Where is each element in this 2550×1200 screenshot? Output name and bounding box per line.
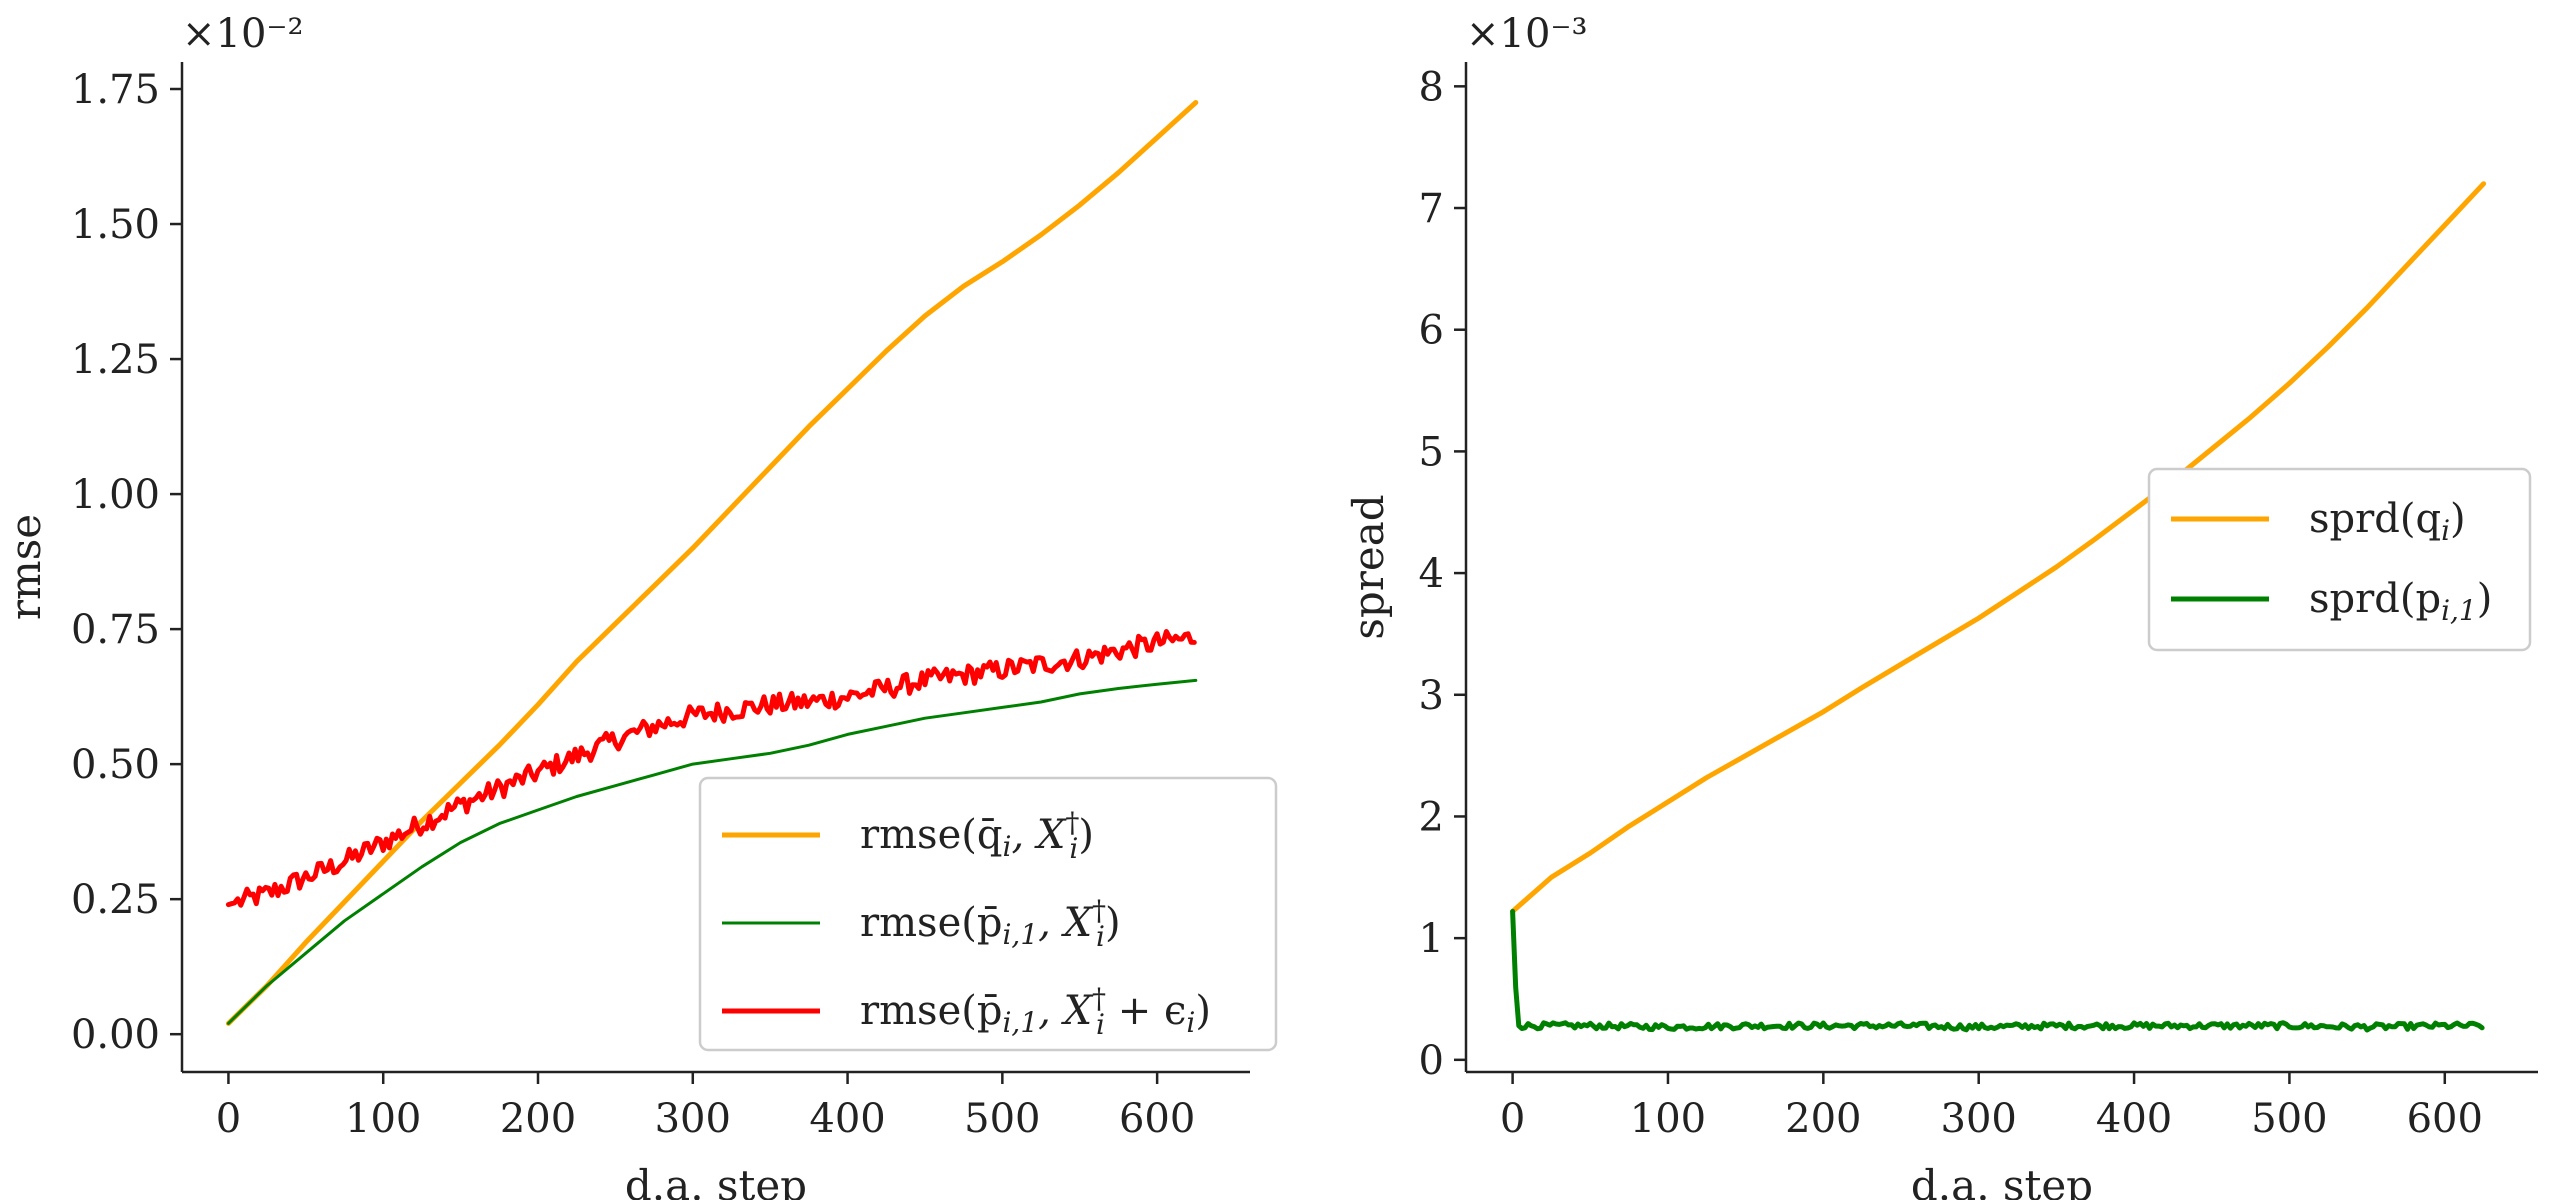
- x-axis-label: d.a. step: [625, 1161, 807, 1200]
- y-tick-label: 2: [1419, 794, 1444, 840]
- y-tick-label: 4: [1419, 551, 1444, 597]
- x-tick-label: 200: [1785, 1096, 1861, 1142]
- axis-scale-label: ×10⁻²: [182, 11, 304, 57]
- legend: sprd(qi) sprd(pi,1): [2147, 467, 2532, 652]
- x-tick-label: 500: [964, 1096, 1040, 1142]
- y-tick-label: 1.50: [71, 202, 160, 248]
- y-tick-label: 1.25: [71, 337, 160, 383]
- legend-label: sprd(pi,1): [2309, 576, 2492, 627]
- x-tick-label: 300: [655, 1096, 731, 1142]
- series-line-0: [1510, 181, 2487, 914]
- x-tick-label: 200: [500, 1096, 576, 1142]
- x-tick-label: 0: [216, 1096, 241, 1142]
- x-tick-label: 100: [1630, 1096, 1706, 1142]
- legend-label: rmse(p̄i,1, X† i + ϵi): [860, 982, 1211, 1041]
- legend-label: rmse(p̄i,1, X† i): [860, 894, 1121, 953]
- y-axis-label: rmse: [1, 514, 50, 620]
- y-tick-label: 1: [1419, 916, 1444, 962]
- y-axis-label: spread: [1344, 494, 1393, 639]
- x-tick-label: 600: [1119, 1096, 1195, 1142]
- axis-scale-label: ×10⁻³: [1466, 11, 1588, 57]
- x-tick-label: 400: [809, 1096, 885, 1142]
- legend-label: sprd(qi): [2309, 496, 2466, 547]
- y-tick-label: 0.50: [71, 742, 160, 788]
- y-tick-label: 8: [1419, 64, 1444, 110]
- left-chart-rmse: 0 100 200 300 400 500 600 0.00 0.25 0.50 0.75 1.00 1…: [1, 11, 1278, 1200]
- x-tick-label: 0: [1500, 1096, 1525, 1142]
- y-tick-label: 1.00: [71, 472, 160, 518]
- legend: rmse(q̄i, X† i) rmse(p̄i,1, X† i) rmse(p̄i,1…: [698, 776, 1278, 1052]
- series-line-0: [225, 100, 1199, 1026]
- y-tick-label: 0.00: [71, 1012, 160, 1058]
- legend-frame: [698, 776, 1278, 1052]
- series-line-1: [226, 678, 1198, 1025]
- y-tick-label: 7: [1419, 186, 1444, 232]
- series-line-2: [225, 629, 1197, 908]
- y-tick-label: 0.75: [71, 607, 160, 653]
- y-tick-label: 3: [1419, 673, 1444, 719]
- x-axis-label: d.a. step: [1911, 1161, 2093, 1200]
- legend-label: rmse(q̄i, X† i): [860, 806, 1094, 865]
- legend-frame: [2147, 467, 2532, 652]
- y-tick-label: 1.75: [71, 67, 160, 113]
- y-tick-label: 5: [1419, 429, 1444, 475]
- x-tick-label: 100: [345, 1096, 421, 1142]
- y-tick-label: 0.25: [71, 877, 160, 923]
- series-line-1: [1510, 908, 2485, 1033]
- x-tick-label: 600: [2407, 1096, 2483, 1142]
- y-tick-label: 0: [1419, 1038, 1444, 1084]
- x-tick-label: 400: [2096, 1096, 2172, 1142]
- x-tick-label: 500: [2251, 1096, 2327, 1142]
- x-tick-label: 300: [1941, 1096, 2017, 1142]
- right-chart-spread: 0 100 200 300 400 500 600 0 1 2 3 4 5 6 7 8 d.a. step spr…: [1344, 11, 2538, 1200]
- y-tick-label: 6: [1419, 308, 1444, 354]
